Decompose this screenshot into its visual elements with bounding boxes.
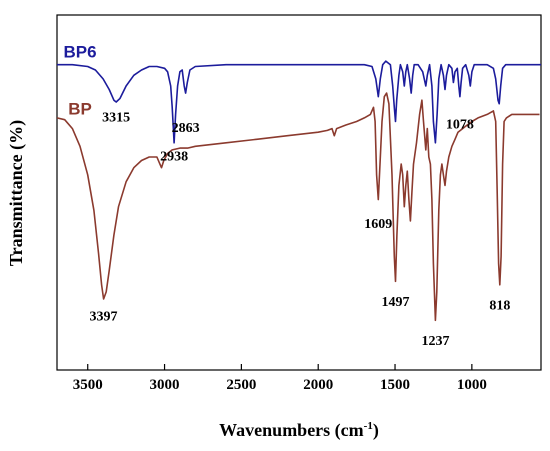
peak-label-1497: 1497 <box>381 295 409 310</box>
peak-annotations: 3315 2938 2863 1078 1609 3397 1497 1237 818 <box>90 111 511 350</box>
x-axis-ticks: 3500 3000 2500 2000 1500 1000 <box>73 364 487 393</box>
series-label-bp6: BP6 <box>64 43 97 62</box>
series-line-bp6 <box>57 60 541 144</box>
x-tick-label: 2500 <box>226 377 256 393</box>
peak-label-1078: 1078 <box>446 118 474 133</box>
series-layer <box>56 60 541 322</box>
peak-label-2938: 2938 <box>160 150 188 165</box>
peak-label-2863: 2863 <box>172 121 200 136</box>
x-tick-label: 2000 <box>303 377 333 393</box>
y-axis-title: Transmittance (%) <box>6 120 27 266</box>
peak-label-1609: 1609 <box>364 217 392 232</box>
x-tick-label: 3500 <box>73 377 103 393</box>
x-axis-title-main: Wavenumbers (cm <box>219 420 363 441</box>
plot-frame <box>56 14 542 371</box>
x-axis-title-end: ) <box>373 420 379 441</box>
x-axis-title: Wavenumbers (cm-1) <box>219 420 379 441</box>
x-axis-title-superscript: -1 <box>364 420 373 432</box>
x-tick-label: 1000 <box>457 377 487 393</box>
x-tick-label: 3000 <box>150 377 180 393</box>
peak-label-3397: 3397 <box>90 309 118 324</box>
peak-label-818: 818 <box>489 299 510 314</box>
series-label-bp: BP <box>68 99 92 118</box>
peak-label-3315: 3315 <box>102 111 130 126</box>
series-labels: BP6 BP <box>64 43 97 119</box>
x-tick-label: 1500 <box>380 377 410 393</box>
peak-label-1237: 1237 <box>421 334 449 349</box>
series-line-bp <box>56 92 540 322</box>
